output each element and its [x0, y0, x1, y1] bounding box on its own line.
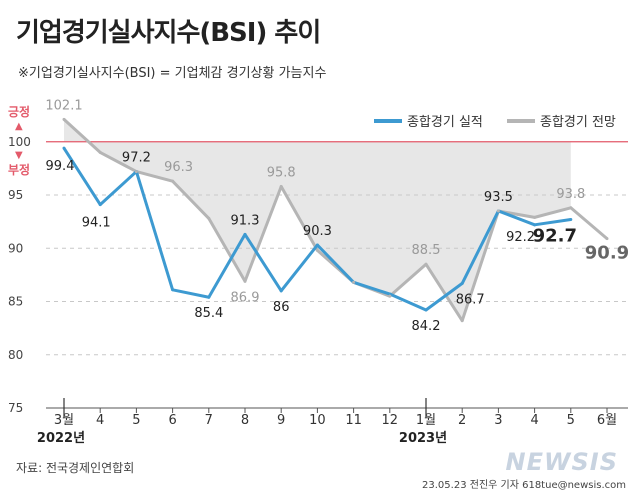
- data-point-outlook: [533, 215, 537, 219]
- data-point-outlook: [62, 117, 66, 121]
- data-label-actual: 86: [273, 300, 290, 315]
- data-label-actual: 86.7: [456, 292, 485, 307]
- data-point-outlook: [352, 280, 356, 284]
- data-point-outlook: [569, 206, 573, 210]
- y-tick-label: 90: [8, 241, 23, 255]
- chart-title: 기업경기실사지수(BSI) 추이: [16, 18, 321, 48]
- data-label-actual: 91.3: [231, 213, 260, 228]
- data-point-outlook: [388, 294, 392, 298]
- year-label: 2022년: [37, 431, 85, 446]
- data-label-actual: 93.5: [484, 190, 513, 205]
- x-tick-label: 7: [205, 413, 213, 428]
- data-label-actual: 92.7: [533, 225, 577, 246]
- data-label-outlook: 93.8: [556, 187, 585, 202]
- data-point-actual: [460, 281, 464, 285]
- x-tick-label: 2: [458, 413, 466, 428]
- data-label-actual: 94.1: [82, 216, 111, 231]
- x-tick-label: 12: [382, 413, 399, 428]
- data-point-outlook: [279, 184, 283, 188]
- x-tick-label: 8: [241, 413, 249, 428]
- reference-arrow-up: ▲: [15, 121, 23, 132]
- y-tick-label: 80: [8, 348, 23, 362]
- data-label-outlook: 96.3: [164, 160, 193, 175]
- data-point-outlook: [243, 279, 247, 283]
- data-label-actual: 99.4: [46, 159, 75, 174]
- data-point-actual: [388, 292, 392, 296]
- data-label-actual: 85.4: [194, 306, 223, 321]
- watermark-logo: NEWSIS: [505, 448, 618, 476]
- x-tick-label: 5: [132, 413, 140, 428]
- data-point-actual: [171, 288, 175, 292]
- data-point-outlook: [315, 248, 319, 252]
- data-point-actual: [243, 232, 247, 236]
- x-tick-label: 10: [309, 413, 326, 428]
- data-point-outlook: [207, 216, 211, 220]
- x-tick-label: 6월: [597, 413, 617, 428]
- shaded-area: [64, 119, 571, 321]
- data-point-outlook: [460, 319, 464, 323]
- source-note: 자료: 전국경제인연합회: [16, 461, 135, 475]
- year-label: 2023년: [399, 431, 447, 446]
- reference-label-positive: 긍정: [8, 104, 30, 119]
- x-tick-label: 9: [277, 413, 285, 428]
- x-tick-label: 1월: [416, 413, 436, 428]
- data-label-outlook: 90.9: [585, 243, 629, 264]
- series-line-outlook: [62, 118, 608, 323]
- data-point-actual: [533, 223, 537, 227]
- data-point-actual: [279, 289, 283, 293]
- x-tick-label: 3: [494, 413, 502, 428]
- data-label-actual: 84.2: [412, 319, 441, 334]
- legend-label-actual: 종합경기 실적: [407, 115, 483, 130]
- data-point-actual: [569, 217, 573, 221]
- chart-subtitle: ※기업경기실사지수(BSI) = 기업체감 경기상황 가늠지수: [18, 66, 327, 81]
- data-point-actual: [424, 308, 428, 312]
- x-tick-label: 5: [567, 413, 575, 428]
- data-label-actual: 92.2: [506, 230, 535, 245]
- y-tick-label: 75: [8, 401, 23, 415]
- data-point-actual: [315, 243, 319, 247]
- x-tick-label: 11: [345, 413, 362, 428]
- y-tick-label: 85: [8, 295, 23, 309]
- data-point-actual: [207, 295, 211, 299]
- x-tick-label: 6: [168, 413, 176, 428]
- legend-label-outlook: 종합경기 전망: [540, 115, 616, 130]
- data-label-outlook: 86.9: [231, 290, 260, 305]
- x-tick-label: 3월: [54, 413, 74, 428]
- credit-line: 23.05.23 전진우 기자 618tue@newsis.com: [422, 480, 626, 491]
- y-tick-label: 95: [8, 188, 23, 202]
- y-tick-label: 100: [8, 135, 31, 149]
- data-point-outlook: [134, 170, 138, 174]
- data-point-outlook: [98, 150, 102, 154]
- reference-arrow-down: ▼: [15, 150, 23, 161]
- x-tick-label: 4: [530, 413, 538, 428]
- x-tick-label: 4: [96, 413, 104, 428]
- data-point-actual: [62, 146, 66, 150]
- data-point-actual: [98, 203, 102, 207]
- data-label-actual: 90.3: [303, 224, 332, 239]
- data-label-outlook: 102.1: [45, 98, 82, 113]
- reference-label-negative: 부정: [8, 162, 30, 177]
- data-point-outlook: [496, 209, 500, 213]
- data-point-outlook: [171, 179, 175, 183]
- data-label-outlook: 95.8: [267, 165, 296, 180]
- data-point-outlook: [424, 262, 428, 266]
- data-point-outlook: [605, 237, 609, 241]
- data-label-outlook: 88.5: [412, 243, 441, 258]
- data-label-actual: 97.2: [122, 151, 151, 166]
